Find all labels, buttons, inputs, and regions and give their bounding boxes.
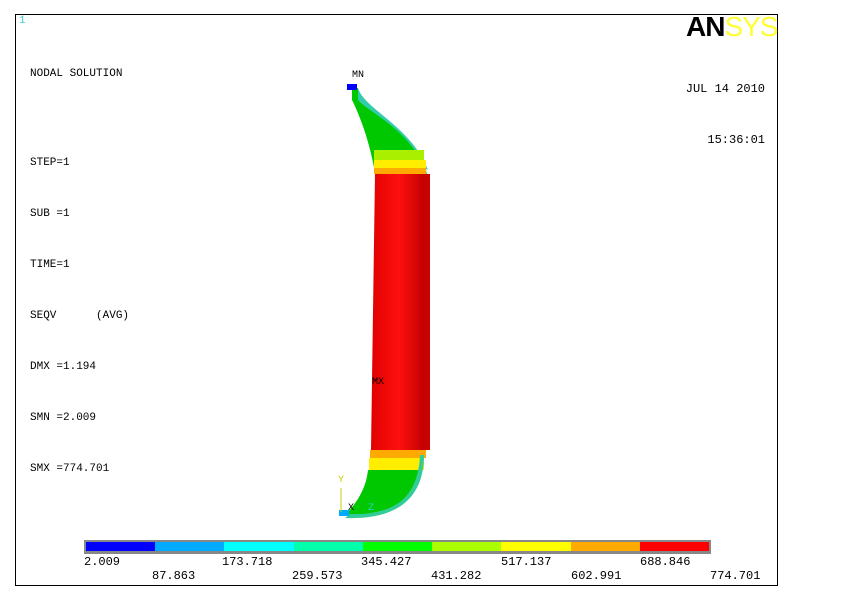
legend-label: 517.137 [501,555,552,569]
datetime: JUL 14 2010 15:36:01 [686,47,765,166]
legend-seg-9 [639,542,709,551]
info-smn: SMN =2.009 [30,412,97,424]
contour-legend-bar [84,540,711,554]
legend-seg-2 [155,542,225,551]
axis-x-label: X [348,503,355,514]
legend-label: 2.009 [84,555,121,569]
legend-seg-5 [362,542,433,551]
window-number: 1 [19,15,26,27]
legend-label: 173.718 [222,555,273,569]
graphics-window[interactable] [15,14,778,586]
info-title: NODAL SOLUTION [30,68,123,80]
info-time: TIME=1 [30,259,70,271]
ansys-logo: ANSYS [686,11,778,42]
time: 15:36:01 [707,133,765,147]
solution-info: NODAL SOLUTION STEP=1 SUB =1 TIME=1 SEQV… [30,32,129,495]
info-step: STEP=1 [30,157,70,169]
max-marker: MX [372,377,385,388]
info-seqv: SEQV (AVG) [30,310,130,322]
legend-label: 87.863 [152,569,196,583]
min-marker: MN [352,70,365,81]
legend-seg-1 [86,542,156,551]
legend-label: 345.427 [361,555,412,569]
logo-sys: SYS [724,11,778,42]
legend-seg-3 [224,542,294,551]
logo-an: AN [686,11,725,42]
info-sub: SUB =1 [30,208,70,220]
min-region [347,84,357,90]
info-dmx: DMX =1.194 [30,361,97,373]
axis-z-label: Z [368,503,375,514]
legend-seg-4 [293,542,363,551]
legend-label: 431.282 [431,569,482,583]
legend-label: 602.991 [571,569,622,583]
legend-seg-7 [501,542,571,551]
axis-y-label: Y [338,475,345,486]
legend-label: 259.573 [292,569,343,583]
info-smx: SMX =774.701 [30,463,110,475]
legend-label: 774.701 [710,569,761,583]
legend-seg-6 [432,542,502,551]
legend-seg-8 [570,542,640,551]
legend-label: 688.846 [640,555,691,569]
date: JUL 14 2010 [685,82,765,96]
